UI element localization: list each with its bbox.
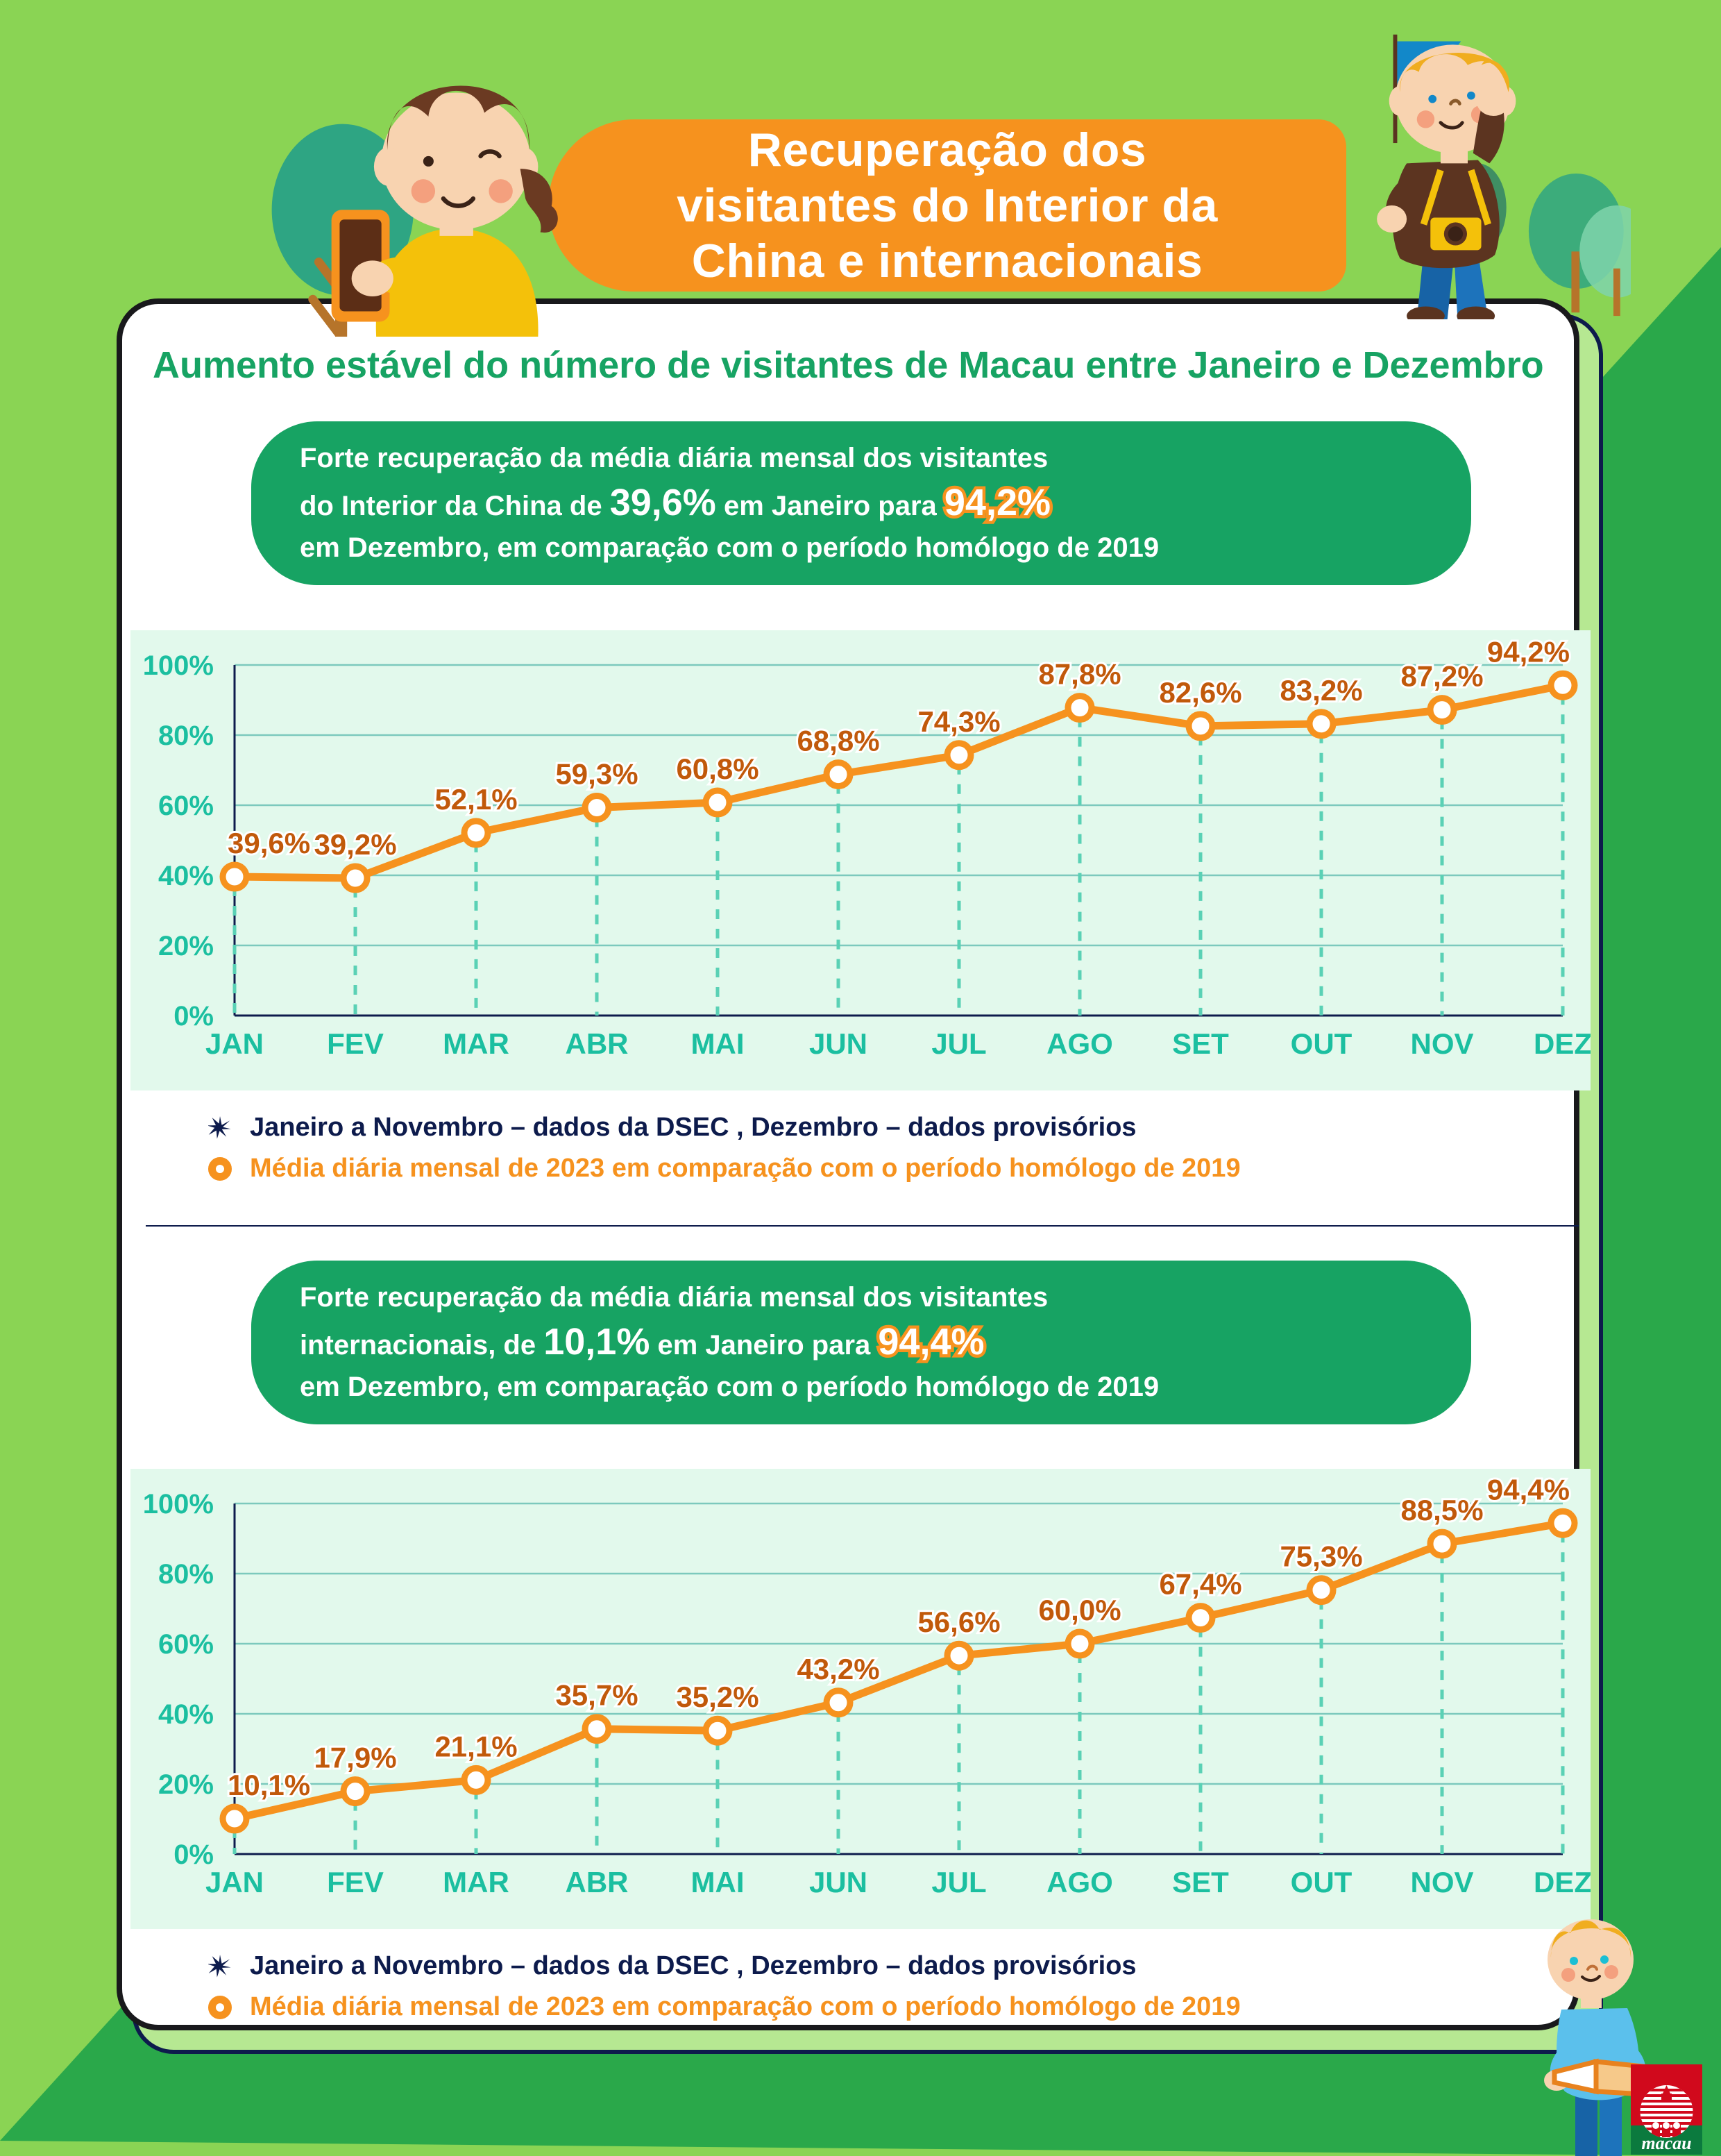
svg-text:MAI: MAI — [691, 1866, 745, 1898]
svg-text:60,0%: 60,0% — [1038, 1594, 1121, 1626]
svg-text:80%: 80% — [158, 721, 214, 751]
svg-text:39,6%: 39,6% — [228, 827, 310, 859]
svg-text:DEZ: DEZ — [1534, 1866, 1591, 1898]
svg-text:ABR: ABR — [566, 1866, 629, 1898]
svg-text:NOV: NOV — [1410, 1866, 1473, 1898]
svg-text:20%: 20% — [158, 931, 214, 961]
svg-text:68,8%: 68,8% — [797, 725, 879, 757]
svg-text:20%: 20% — [158, 1769, 214, 1800]
svg-text:FEV: FEV — [327, 1866, 384, 1898]
svg-text:56,6%: 56,6% — [917, 1606, 1000, 1638]
svg-text:SET: SET — [1172, 1866, 1229, 1898]
svg-text:60,8%: 60,8% — [676, 752, 758, 785]
svg-text:OUT: OUT — [1291, 1866, 1353, 1898]
svg-text:JUL: JUL — [931, 1866, 986, 1898]
svg-text:94,4%: 94,4% — [1487, 1473, 1570, 1506]
svg-text:74,3%: 74,3% — [917, 705, 1000, 738]
svg-text:JUL: JUL — [931, 1027, 986, 1060]
svg-text:MAR: MAR — [443, 1866, 509, 1898]
svg-text:60%: 60% — [158, 791, 214, 821]
svg-text:94,2%: 94,2% — [1487, 635, 1570, 668]
svg-text:JAN: JAN — [205, 1866, 264, 1898]
svg-text:40%: 40% — [158, 1699, 214, 1730]
svg-text:10,1%: 10,1% — [228, 1769, 310, 1801]
svg-text:40%: 40% — [158, 861, 214, 891]
svg-text:43,2%: 43,2% — [797, 1653, 879, 1685]
svg-text:100%: 100% — [143, 650, 214, 681]
svg-text:100%: 100% — [143, 1489, 214, 1519]
svg-text:JAN: JAN — [205, 1027, 264, 1060]
svg-text:87,8%: 87,8% — [1038, 658, 1121, 691]
svg-text:35,7%: 35,7% — [555, 1679, 638, 1712]
svg-text:NOV: NOV — [1410, 1027, 1473, 1060]
svg-text:52,1%: 52,1% — [434, 783, 517, 816]
svg-text:82,6%: 82,6% — [1159, 676, 1241, 709]
svg-text:JUN: JUN — [809, 1027, 867, 1060]
svg-text:67,4%: 67,4% — [1159, 1568, 1241, 1601]
svg-text:MAI: MAI — [691, 1027, 745, 1060]
svg-text:39,2%: 39,2% — [314, 828, 396, 861]
svg-text:59,3%: 59,3% — [555, 758, 638, 791]
svg-text:83,2%: 83,2% — [1280, 674, 1362, 707]
svg-text:80%: 80% — [158, 1559, 214, 1590]
svg-text:macau: macau — [1641, 2133, 1691, 2153]
svg-text:SET: SET — [1172, 1027, 1229, 1060]
svg-text:60%: 60% — [158, 1629, 214, 1660]
svg-text:ABR: ABR — [566, 1027, 629, 1060]
svg-text:88,5%: 88,5% — [1400, 1494, 1483, 1526]
svg-text:MAR: MAR — [443, 1027, 509, 1060]
svg-text:17,9%: 17,9% — [314, 1742, 396, 1774]
svg-text:75,3%: 75,3% — [1280, 1540, 1362, 1573]
svg-text:JUN: JUN — [809, 1866, 867, 1898]
svg-text:21,1%: 21,1% — [434, 1730, 517, 1762]
svg-text:OUT: OUT — [1291, 1027, 1353, 1060]
svg-text:AGO: AGO — [1046, 1866, 1113, 1898]
svg-text:87,2%: 87,2% — [1400, 660, 1483, 693]
svg-text:DEZ: DEZ — [1534, 1027, 1591, 1060]
svg-text:35,2%: 35,2% — [676, 1681, 758, 1713]
svg-text:FEV: FEV — [327, 1027, 384, 1060]
svg-text:AGO: AGO — [1046, 1027, 1113, 1060]
